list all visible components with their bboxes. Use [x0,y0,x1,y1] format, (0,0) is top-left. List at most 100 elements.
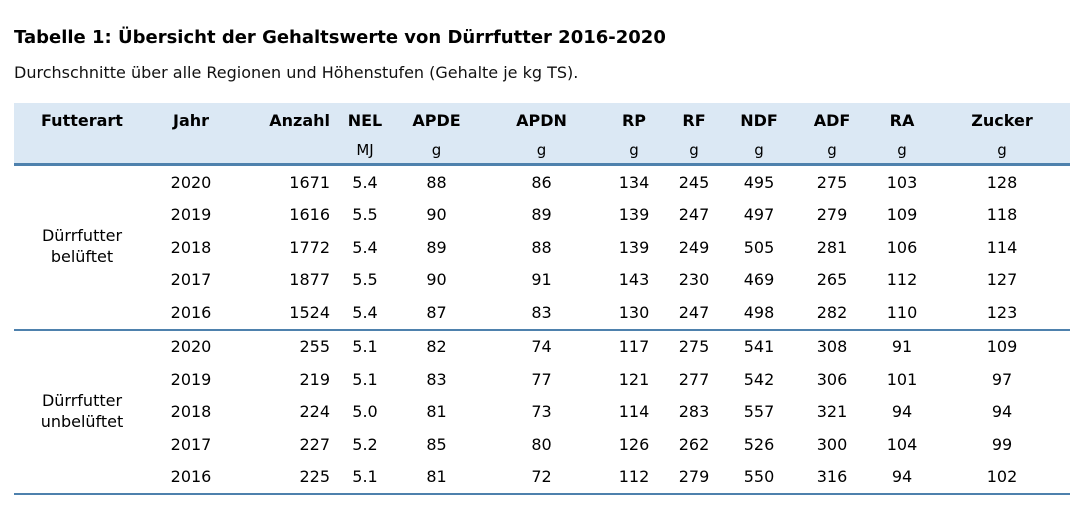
cell-zucker: 94 [991,402,1013,422]
col-unit-apdn: g [536,141,547,159]
cell-zucker: 118 [986,205,1018,225]
cell-ndf: 505 [743,237,775,257]
cell-nel: 5.2 [352,434,378,454]
cell-nel: 5.1 [352,337,378,357]
cell-anzahl: 219 [299,369,330,389]
col-unit-ndf: g [754,141,764,159]
group-label-unbelueftet: Dürrfutter unbelüftet [40,390,124,431]
cell-anzahl: 1772 [289,237,330,257]
col-header-jahr: Jahr [172,110,210,130]
document-page: Tabelle 1: Übersicht der Gehaltswerte vo… [14,27,1070,495]
cell-apde: 85 [426,434,447,454]
cell-nel: 5.1 [352,369,378,389]
cell-rf: 247 [678,302,710,322]
cell-jahr: 2016 [170,467,212,487]
cell-rf: 247 [678,205,710,225]
cell-ra: 101 [886,369,918,389]
cell-rf: 249 [678,237,710,257]
cell-apdn: 74 [531,337,552,357]
cell-zucker: 123 [986,302,1018,322]
cell-zucker: 99 [991,434,1013,454]
table-row: 2019 1616 5.5 90 89 139 247 497 279 109 … [14,199,1070,232]
cell-rf: 275 [678,337,710,357]
cell-anzahl: 1616 [289,205,330,225]
col-unit-jahr [150,137,232,165]
table-row: Dürrfutter unbelüftet 2020 255 5.1 82 74… [14,330,1070,431]
cell-nel: 5.0 [352,402,378,422]
cell-rf: 277 [678,369,710,389]
col-unit-futterart [14,137,150,165]
cell-nel: 5.5 [352,270,378,290]
cell-apde: 81 [426,467,447,487]
table-row: 2017 1877 5.5 90 91 143 230 469 265 112 … [14,264,1070,297]
cell-rf: 283 [678,402,710,422]
cell-ra: 91 [891,337,913,357]
col-unit-apde: g [431,141,442,159]
cell-apdn: 73 [531,402,552,422]
table-header: Futterart Jahr Anzahl NEL APDE APDN RP R… [14,103,1070,165]
cell-jahr: 2019 [170,369,212,389]
cell-nel: 5.4 [352,237,378,257]
cell-ndf: 557 [743,402,775,422]
cell-rf: 230 [678,270,710,290]
cell-rp: 130 [618,302,650,322]
cell-ra: 94 [891,402,913,422]
cell-zucker: 114 [986,237,1018,257]
table-subtitle: Durchschnitte über alle Regionen und Höh… [14,63,579,82]
table-row: 2019 219 5.1 83 77 121 277 542 306 101 9… [14,363,1070,396]
header-units-row: MJ g g g g g g g g [14,137,1070,165]
cell-ndf: 469 [743,270,775,290]
col-header-adf: ADF [813,110,851,130]
cell-nel: 5.1 [352,467,378,487]
table-row: 2016 225 5.1 81 72 112 279 550 316 94 10… [14,461,1070,495]
table-row: 2017 227 5.2 85 80 126 262 526 300 104 9… [14,428,1070,461]
cell-apdn: 72 [531,467,552,487]
cell-nel: 5.4 [352,302,378,322]
col-unit-rp: g [629,141,639,159]
cell-apdn: 86 [531,172,552,192]
cell-apdn: 91 [531,270,552,290]
cell-nel: 5.5 [352,205,378,225]
cell-rf: 279 [678,467,710,487]
cell-zucker: 97 [991,369,1013,389]
col-unit-rf: g [689,141,699,159]
cell-anzahl: 1877 [289,270,330,290]
group-label-belueftet: Dürrfutter belüftet [41,226,123,267]
cell-anzahl: 1671 [289,172,330,192]
cell-apde: 83 [426,369,447,389]
table-title: Tabelle 1: Übersicht der Gehaltswerte vo… [14,27,666,48]
cell-adf: 275 [816,172,848,192]
cell-ra: 106 [886,237,918,257]
cell-rp: 117 [618,337,650,357]
cell-anzahl: 225 [299,467,330,487]
group-belueftet: Dürrfutter belüftet 2020 1671 5.4 88 86 … [14,165,1070,330]
header-names-row: Futterart Jahr Anzahl NEL APDE APDN RP R… [14,103,1070,137]
table-row: 2018 224 5.0 81 73 114 283 557 321 94 94 [14,396,1070,429]
cell-rp: 126 [618,434,650,454]
gehaltswerte-table: Futterart Jahr Anzahl NEL APDE APDN RP R… [14,103,1070,495]
cell-ra: 112 [886,270,918,290]
cell-adf: 282 [816,302,848,322]
col-header-ndf: NDF [740,110,778,130]
cell-apde: 89 [426,237,447,257]
cell-anzahl: 255 [299,337,330,357]
col-unit-nel: MJ [356,141,374,159]
cell-adf: 279 [816,205,848,225]
cell-adf: 265 [816,270,848,290]
cell-jahr: 2020 [170,172,212,192]
cell-rp: 139 [618,237,650,257]
cell-apde: 87 [426,302,447,322]
cell-adf: 306 [816,369,848,389]
cell-ra: 94 [891,467,913,487]
cell-adf: 316 [816,467,848,487]
col-header-apde: APDE [412,110,461,130]
col-header-ra: RA [889,110,915,130]
cell-adf: 281 [816,237,848,257]
col-unit-anzahl [232,137,336,165]
cell-jahr: 2016 [170,302,212,322]
cell-rp: 143 [618,270,650,290]
table-row: 2016 1524 5.4 87 83 130 247 498 282 110 … [14,296,1070,330]
col-header-apdn: APDN [516,110,567,130]
cell-ra: 104 [886,434,918,454]
cell-jahr: 2017 [170,270,212,290]
